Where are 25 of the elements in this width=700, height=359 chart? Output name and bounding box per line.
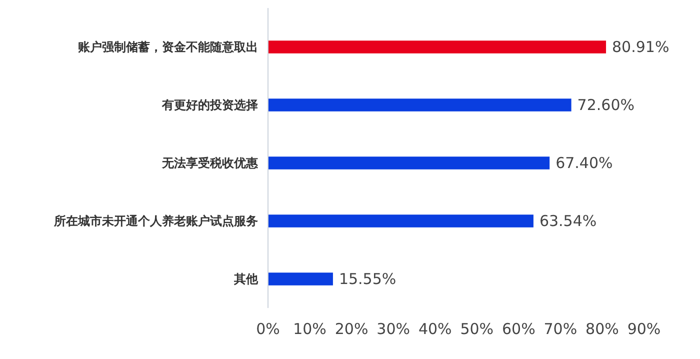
bar <box>268 214 534 228</box>
x-tick-label: 30% <box>376 320 410 338</box>
y-tick-label: 无法享受税收优惠 <box>161 156 259 170</box>
y-tick-label: 账户强制储蓄，资金不能随意取出 <box>77 40 258 54</box>
bar <box>268 40 606 54</box>
data-label: 15.55% <box>338 270 396 288</box>
x-tick-label: 60% <box>502 320 536 338</box>
y-tick-label: 其他 <box>233 272 259 286</box>
x-tick-label: 90% <box>627 320 661 338</box>
x-tick-label: 20% <box>334 320 368 338</box>
bar <box>268 98 572 112</box>
x-tick-label: 70% <box>544 320 578 338</box>
bar <box>268 272 333 286</box>
data-label: 67.40% <box>556 154 613 172</box>
x-tick-label: 0% <box>256 320 280 338</box>
x-tick-label: 40% <box>418 320 452 338</box>
y-tick-label: 有更好的投资选择 <box>161 98 258 112</box>
data-label: 72.60% <box>577 96 635 114</box>
data-label: 80.91% <box>612 38 670 56</box>
x-tick-label: 10% <box>293 320 326 338</box>
x-tick-label: 80% <box>586 320 619 338</box>
y-tick-label: 所在城市未开通个人养老账户试点服务 <box>53 214 258 228</box>
data-label: 63.54% <box>539 212 597 230</box>
x-tick-label: 50% <box>460 320 494 338</box>
bar <box>268 156 550 170</box>
